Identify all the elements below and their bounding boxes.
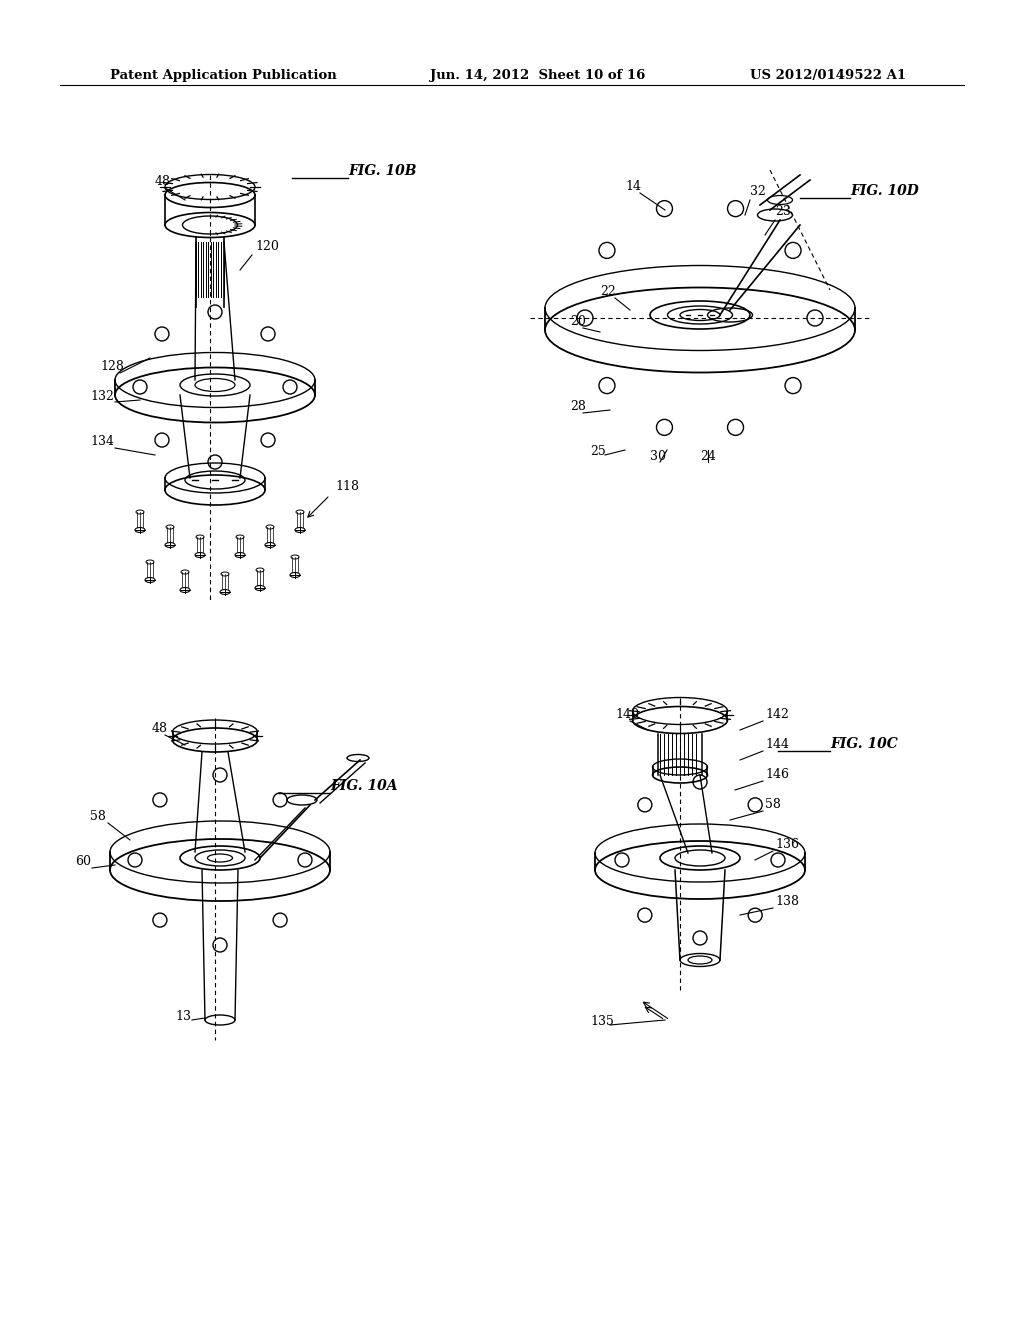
- Text: 118: 118: [335, 480, 359, 492]
- Text: 14: 14: [625, 180, 641, 193]
- Text: 20: 20: [570, 315, 586, 327]
- Text: 120: 120: [255, 240, 279, 253]
- Text: 60: 60: [75, 855, 91, 869]
- Text: 136: 136: [775, 838, 799, 851]
- Text: 134: 134: [90, 436, 114, 447]
- Text: 146: 146: [765, 768, 790, 781]
- Text: 135: 135: [590, 1015, 613, 1028]
- Text: 48: 48: [152, 722, 168, 735]
- Text: 22: 22: [600, 285, 615, 298]
- Text: Patent Application Publication: Patent Application Publication: [110, 69, 337, 82]
- Text: 58: 58: [90, 810, 105, 822]
- Text: FIG. 10C: FIG. 10C: [830, 737, 898, 751]
- Text: FIG. 10D: FIG. 10D: [850, 183, 919, 198]
- Text: 32: 32: [750, 185, 766, 198]
- Text: 30: 30: [650, 450, 666, 463]
- Text: 48: 48: [155, 176, 171, 187]
- Text: 28: 28: [570, 400, 586, 413]
- Text: US 2012/0149522 A1: US 2012/0149522 A1: [750, 69, 906, 82]
- Text: 23: 23: [775, 205, 791, 218]
- Text: 24: 24: [700, 450, 716, 463]
- Text: 138: 138: [775, 895, 799, 908]
- Text: 25: 25: [590, 445, 606, 458]
- Text: 58: 58: [765, 799, 781, 810]
- Text: 128: 128: [100, 360, 124, 374]
- Text: 140: 140: [615, 708, 639, 721]
- Text: FIG. 10B: FIG. 10B: [348, 164, 417, 178]
- Text: 13: 13: [175, 1010, 191, 1023]
- Text: Jun. 14, 2012  Sheet 10 of 16: Jun. 14, 2012 Sheet 10 of 16: [430, 69, 645, 82]
- Text: FIG. 10A: FIG. 10A: [330, 779, 397, 793]
- Text: 142: 142: [765, 708, 788, 721]
- Text: 144: 144: [765, 738, 790, 751]
- Text: 132: 132: [90, 389, 114, 403]
